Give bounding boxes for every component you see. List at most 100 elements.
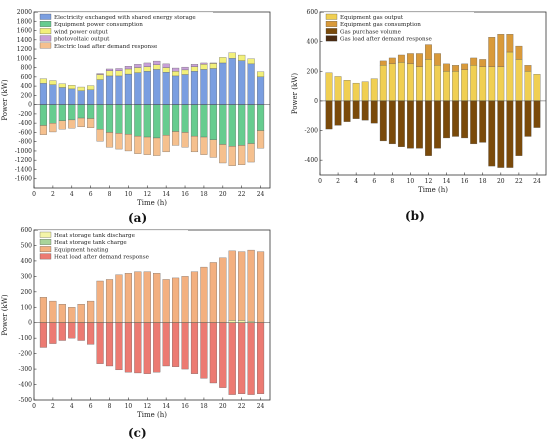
bar-0-s4-h19 <box>209 139 217 158</box>
legend-label: Gas purchase volume <box>340 29 402 35</box>
x-axis-label: Time (h) <box>137 199 167 207</box>
bar-1-s1-h10 <box>406 53 414 65</box>
x-tick-label: 16 <box>181 191 189 198</box>
bar-1-s0-h10 <box>406 63 414 102</box>
bar-0-s2-h14 <box>162 67 170 73</box>
bar-0-s2-h9 <box>115 70 123 77</box>
y-tick-label: 2000 <box>17 9 32 16</box>
legend-swatch <box>39 35 52 42</box>
bar-0-s1-h16 <box>181 104 189 133</box>
bar-1-s0-h22 <box>515 59 523 102</box>
bar-1-s2-h20 <box>497 100 505 168</box>
bar-2-s2-h18 <box>200 266 208 323</box>
x-tick-label: 20 <box>219 403 227 410</box>
bar-2-s3-h8 <box>105 322 114 367</box>
panel-label-c: (c) <box>128 426 147 440</box>
bar-1-s1-h9 <box>397 54 405 63</box>
bar-2-s3-h5 <box>77 322 85 341</box>
y-tick-label: 500 <box>21 242 33 249</box>
chart-a-svg: -1600-1400-1200-1000-800-600-400-2000200… <box>1 9 271 207</box>
bar-0-s0-h7 <box>96 79 104 105</box>
legend-swatch <box>39 246 52 253</box>
bar-0-s1-h10 <box>124 104 132 135</box>
legend-label: Equipment power consumption <box>54 22 143 28</box>
bar-0-s4-h18 <box>200 136 208 155</box>
x-tick-label: 6 <box>372 178 376 185</box>
y-tick-label: -1600 <box>15 176 32 183</box>
y-tick-label: -800 <box>19 139 33 146</box>
bar-2-s3-h22 <box>238 322 246 394</box>
legend-label: photovoltaic output <box>54 37 110 43</box>
y-tick-label: 400 <box>307 39 319 46</box>
bar-0-s2-h13 <box>153 64 161 70</box>
x-tick-label: 18 <box>200 191 208 198</box>
bar-1-s2-h10 <box>406 100 414 149</box>
bar-0-s4-h17 <box>190 135 199 153</box>
x-tick-label: 4 <box>354 178 358 185</box>
bar-0-s4-h10 <box>124 134 132 152</box>
bar-0-s2-h1 <box>39 78 47 84</box>
bar-2-s3-h15 <box>172 322 180 367</box>
bar-1-s2-h5 <box>361 100 369 121</box>
bar-1-s2-h7 <box>379 100 387 142</box>
bar-1-s0-h23 <box>524 71 532 102</box>
bar-0-s0-h11 <box>134 72 142 105</box>
bar-2-s3-h24 <box>257 322 265 394</box>
bar-0-s2-h8 <box>105 70 114 77</box>
x-tick-label: 20 <box>497 178 505 185</box>
bar-0-s0-h14 <box>162 72 170 105</box>
bar-0-s0-h23 <box>247 63 255 105</box>
bar-0-s1-h1 <box>39 104 47 126</box>
y-tick-label: -400 <box>19 382 33 389</box>
y-tick-label: 0 <box>28 102 32 109</box>
y-tick-label: 100 <box>21 304 33 311</box>
bar-0-s2-h19 <box>209 63 217 69</box>
bar-0-s4-h1 <box>39 125 47 135</box>
bar-1-s0-h1 <box>325 72 333 102</box>
bar-0-s0-h4 <box>68 88 76 105</box>
bar-0-s2-h7 <box>96 74 104 80</box>
bar-2-s2-h19 <box>209 262 217 323</box>
legend-label: wind power output <box>54 29 108 35</box>
bar-2-s3-h20 <box>219 322 227 388</box>
bar-0-s0-h20 <box>219 62 227 105</box>
bar-0-s4-h5 <box>77 117 85 128</box>
bar-1-s0-h16 <box>461 69 469 102</box>
bar-0-s0-h10 <box>124 73 132 105</box>
x-tick-label: 10 <box>125 403 133 410</box>
x-tick-label: 2 <box>336 178 340 185</box>
y-tick-label: 1200 <box>17 46 32 53</box>
bar-1-s0-h20 <box>497 66 505 102</box>
bar-1-s2-h24 <box>533 100 541 128</box>
bar-0-s4-h23 <box>247 143 255 163</box>
bar-0-s4-h21 <box>228 146 236 166</box>
bar-0-s2-h24 <box>257 71 265 77</box>
x-tick-label: 18 <box>200 403 208 410</box>
x-tick-label: 12 <box>143 403 151 410</box>
bar-2-s0-h22 <box>238 320 246 323</box>
bar-2-s2-h8 <box>105 279 114 323</box>
bar-1-s1-h19 <box>488 37 496 67</box>
y-tick-label: -100 <box>19 335 33 342</box>
bar-2-s3-h21 <box>228 322 236 395</box>
y-tick-label: 0 <box>314 98 318 105</box>
x-tick-label: 2 <box>51 191 55 198</box>
y-tick-label: 600 <box>21 74 33 81</box>
x-tick-label: 6 <box>89 191 93 198</box>
bar-2-s2-h21 <box>228 250 236 321</box>
legend-box <box>324 12 474 44</box>
bar-0-s1-h2 <box>49 104 57 124</box>
bar-2-s3-h2 <box>49 322 57 344</box>
bar-2-s2-h5 <box>77 304 85 323</box>
bar-2-s2-h2 <box>49 300 57 323</box>
x-tick-label: 24 <box>257 403 265 410</box>
bar-1-s0-h4 <box>352 82 360 102</box>
x-tick-label: 4 <box>70 191 74 198</box>
bar-0-s1-h20 <box>219 104 227 145</box>
bar-1-s0-h18 <box>479 66 487 102</box>
bar-2-s2-h6 <box>87 300 95 323</box>
chart-c-svg: -500 -400 -300 -200 -100 0 100 200 300 400 500 600 0… <box>1 227 271 419</box>
bar-0-s1-h5 <box>77 104 85 119</box>
bar-1-s1-h17 <box>470 57 478 66</box>
bar-0-s2-h15 <box>172 71 180 77</box>
